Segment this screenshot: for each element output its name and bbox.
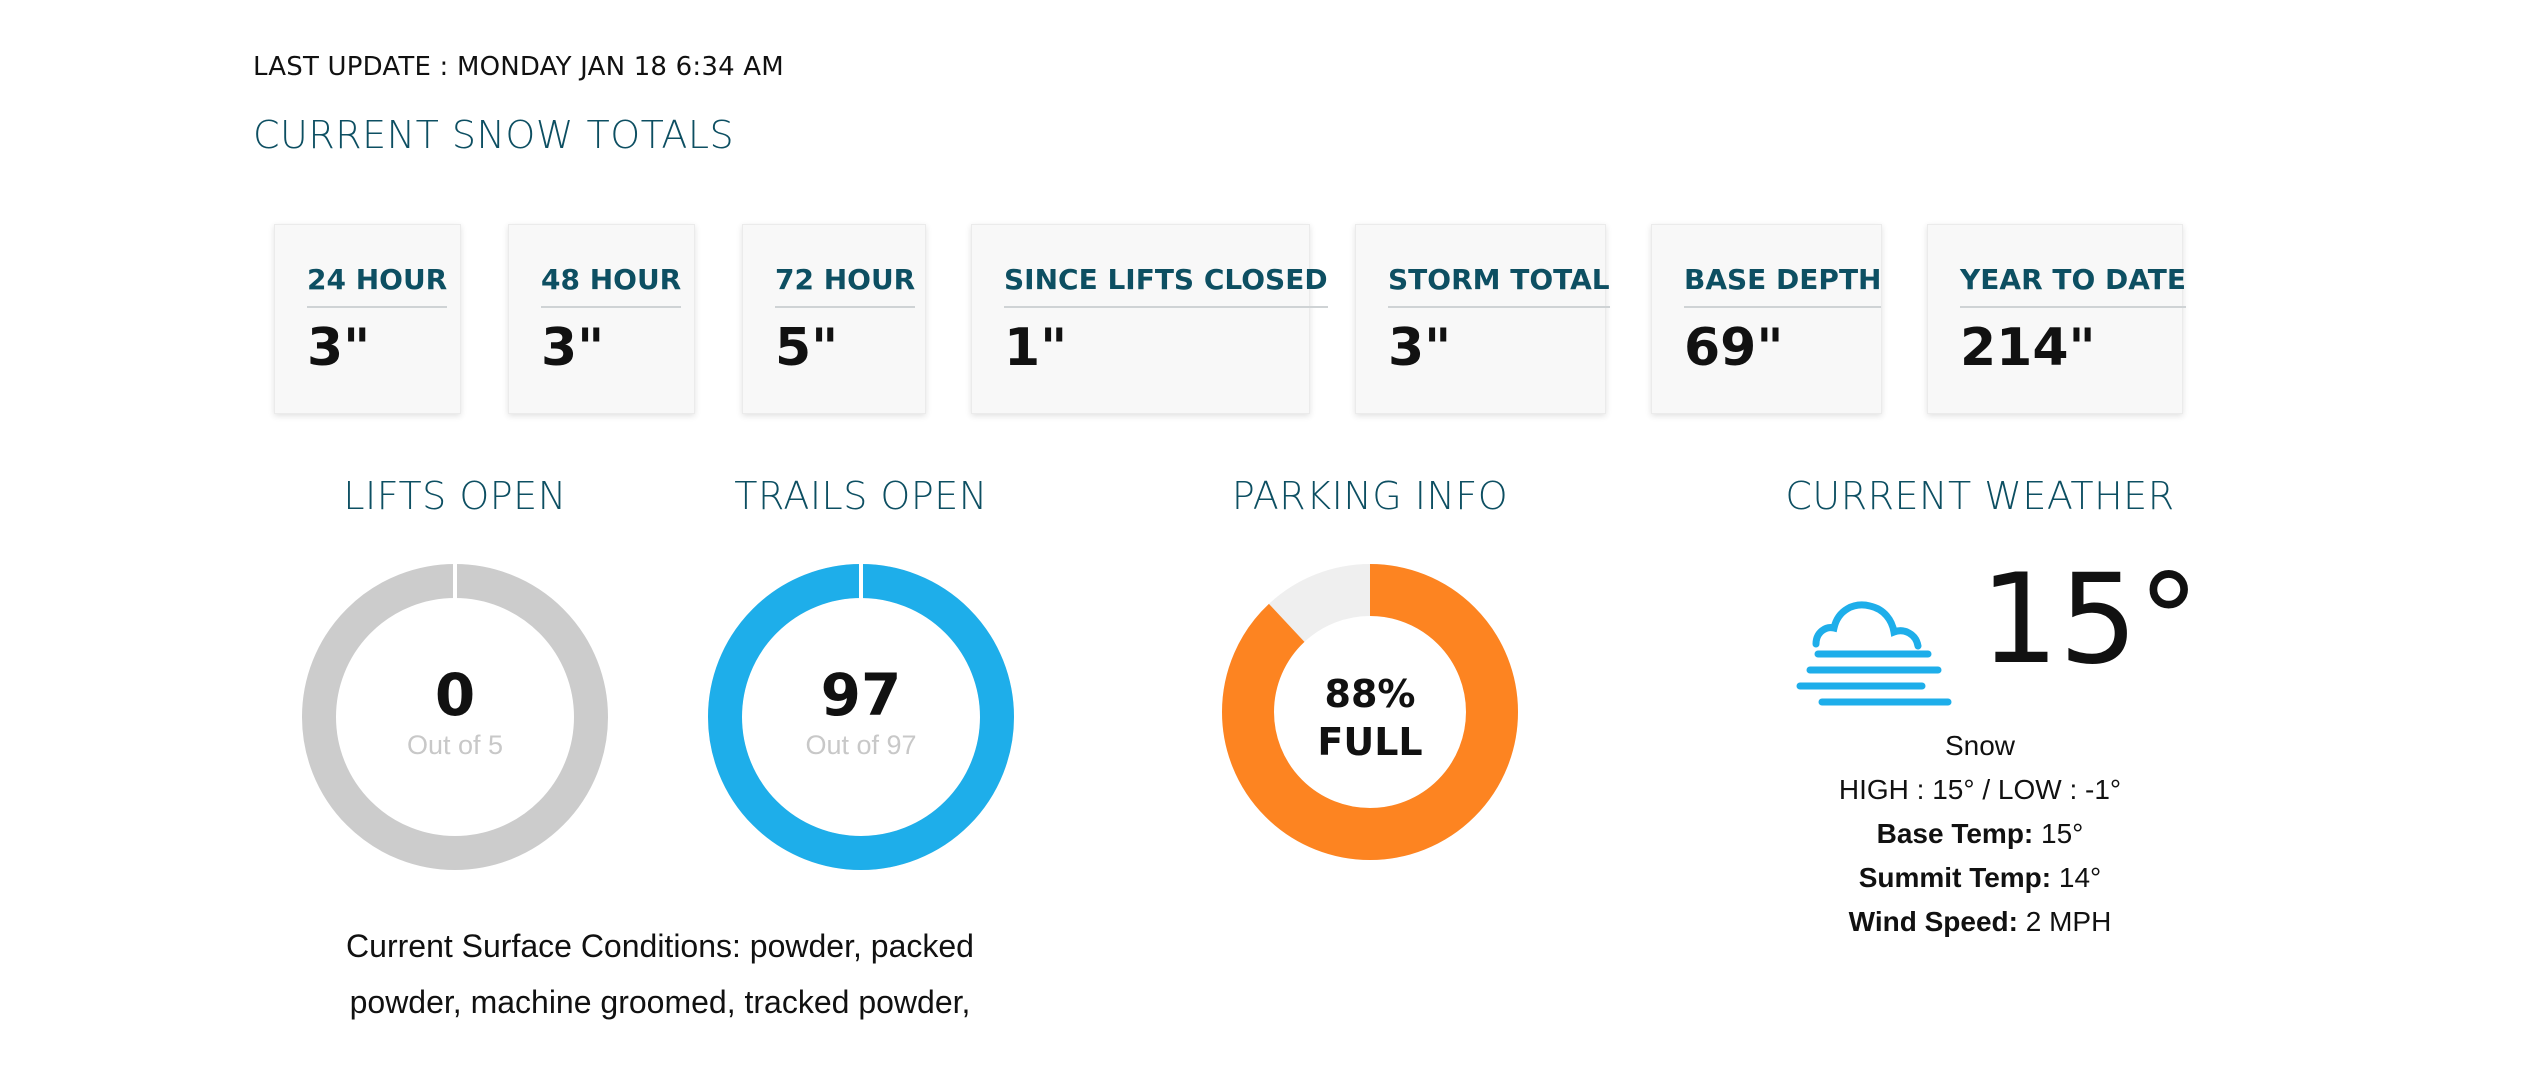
summit-temp-row: Summit Temp: 14° xyxy=(1700,856,2260,900)
snow-card-label: 48 HOUR xyxy=(541,263,682,308)
snow-card-value: 5" xyxy=(775,318,839,378)
parking-percent: 88% xyxy=(1324,672,1416,716)
snow-card-label: STORM TOTAL xyxy=(1388,263,1610,308)
current-temperature: 15° xyxy=(1980,548,2200,692)
trails-out-of: Out of 97 xyxy=(805,730,917,760)
lifts-open-title: LIFTS OPEN xyxy=(343,474,567,518)
weather-condition: Snow xyxy=(1944,730,2016,761)
parking-donut xyxy=(1222,564,1518,860)
snow-totals-title: CURRENT SNOW TOTALS xyxy=(253,113,735,157)
base-temp-value: 15° xyxy=(2041,818,2084,849)
lifts-out-of: Out of 5 xyxy=(406,730,504,760)
snow-card-24-hour: 24 HOUR 3" xyxy=(274,224,461,414)
surface-conditions-line-1: Current Surface Conditions: powder, pack… xyxy=(346,928,974,964)
lifts-open-count: 0 xyxy=(434,661,476,729)
surface-conditions-line-2: powder, machine groomed, tracked powder, xyxy=(349,984,971,1020)
snow-card-year-to-date: YEAR TO DATE 214" xyxy=(1927,224,2186,414)
snow-card-since-lifts-closed: SINCE LIFTS CLOSED 1" xyxy=(971,224,1328,414)
snow-card-value: 214" xyxy=(1960,318,2096,378)
wind-speed-value: 2 MPH xyxy=(2025,906,2112,937)
snow-cloud-icon xyxy=(1796,601,1952,706)
snow-card-48-hour: 48 HOUR 3" xyxy=(508,224,695,414)
weather-high-low: HIGH : 15° / LOW : -1° xyxy=(1838,774,2122,805)
snow-card-value: 3" xyxy=(307,318,371,378)
parking-donut-fill xyxy=(1222,564,1518,860)
base-temp-label: Base Temp: xyxy=(1876,818,2034,849)
snow-card-72-hour: 72 HOUR 5" xyxy=(742,224,926,414)
surface-conditions: Current Surface Conditions: powder, pack… xyxy=(290,918,1030,1030)
snow-card-label: 72 HOUR xyxy=(775,263,916,308)
last-update-text: LAST UPDATE : MONDAY JAN 18 6:34 AM xyxy=(253,52,784,82)
snow-card-value: 3" xyxy=(541,318,605,378)
current-weather-title: CURRENT WEATHER xyxy=(1785,474,2175,518)
snow-card-value: 3" xyxy=(1388,318,1452,378)
trails-open-count: 97 xyxy=(820,661,902,729)
wind-speed-row: Wind Speed: 2 MPH xyxy=(1700,900,2260,944)
parking-status: FULL xyxy=(1317,720,1423,764)
snow-card-value: 69" xyxy=(1684,318,1784,378)
trails-open-title: TRAILS OPEN xyxy=(734,474,988,518)
snow-card-label: BASE DEPTH xyxy=(1684,263,1882,308)
lifts-open-donut xyxy=(302,562,608,870)
summit-temp-label: Summit Temp: xyxy=(1858,862,2052,893)
parking-info-title: PARKING INFO xyxy=(1231,474,1509,518)
summit-temp-value: 14° xyxy=(2058,862,2102,893)
snow-card-label: YEAR TO DATE xyxy=(1960,263,2186,308)
snow-card-label: SINCE LIFTS CLOSED xyxy=(1004,263,1328,308)
snow-card-label: 24 HOUR xyxy=(307,263,448,308)
snow-card-base-depth: BASE DEPTH 69" xyxy=(1651,224,1882,414)
lifts-open-center: 0 Out of 5 xyxy=(305,666,605,761)
weather-details: Snow HIGH : 15° / LOW : -1° Base Temp: 1… xyxy=(1700,724,2260,944)
wind-speed-label: Wind Speed: xyxy=(1848,906,2018,937)
trails-open-center: 97 Out of 97 xyxy=(711,666,1011,761)
snow-card-value: 1" xyxy=(1004,318,1068,378)
trails-open-donut xyxy=(708,562,1014,870)
snow-card-storm-total: STORM TOTAL 3" xyxy=(1355,224,1610,414)
base-temp-row: Base Temp: 15° xyxy=(1700,812,2260,856)
parking-center: 88% FULL xyxy=(1220,670,1520,766)
